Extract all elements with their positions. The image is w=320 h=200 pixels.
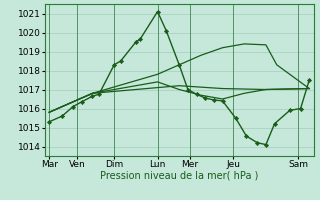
X-axis label: Pression niveau de la mer( hPa ): Pression niveau de la mer( hPa ) bbox=[100, 171, 258, 181]
